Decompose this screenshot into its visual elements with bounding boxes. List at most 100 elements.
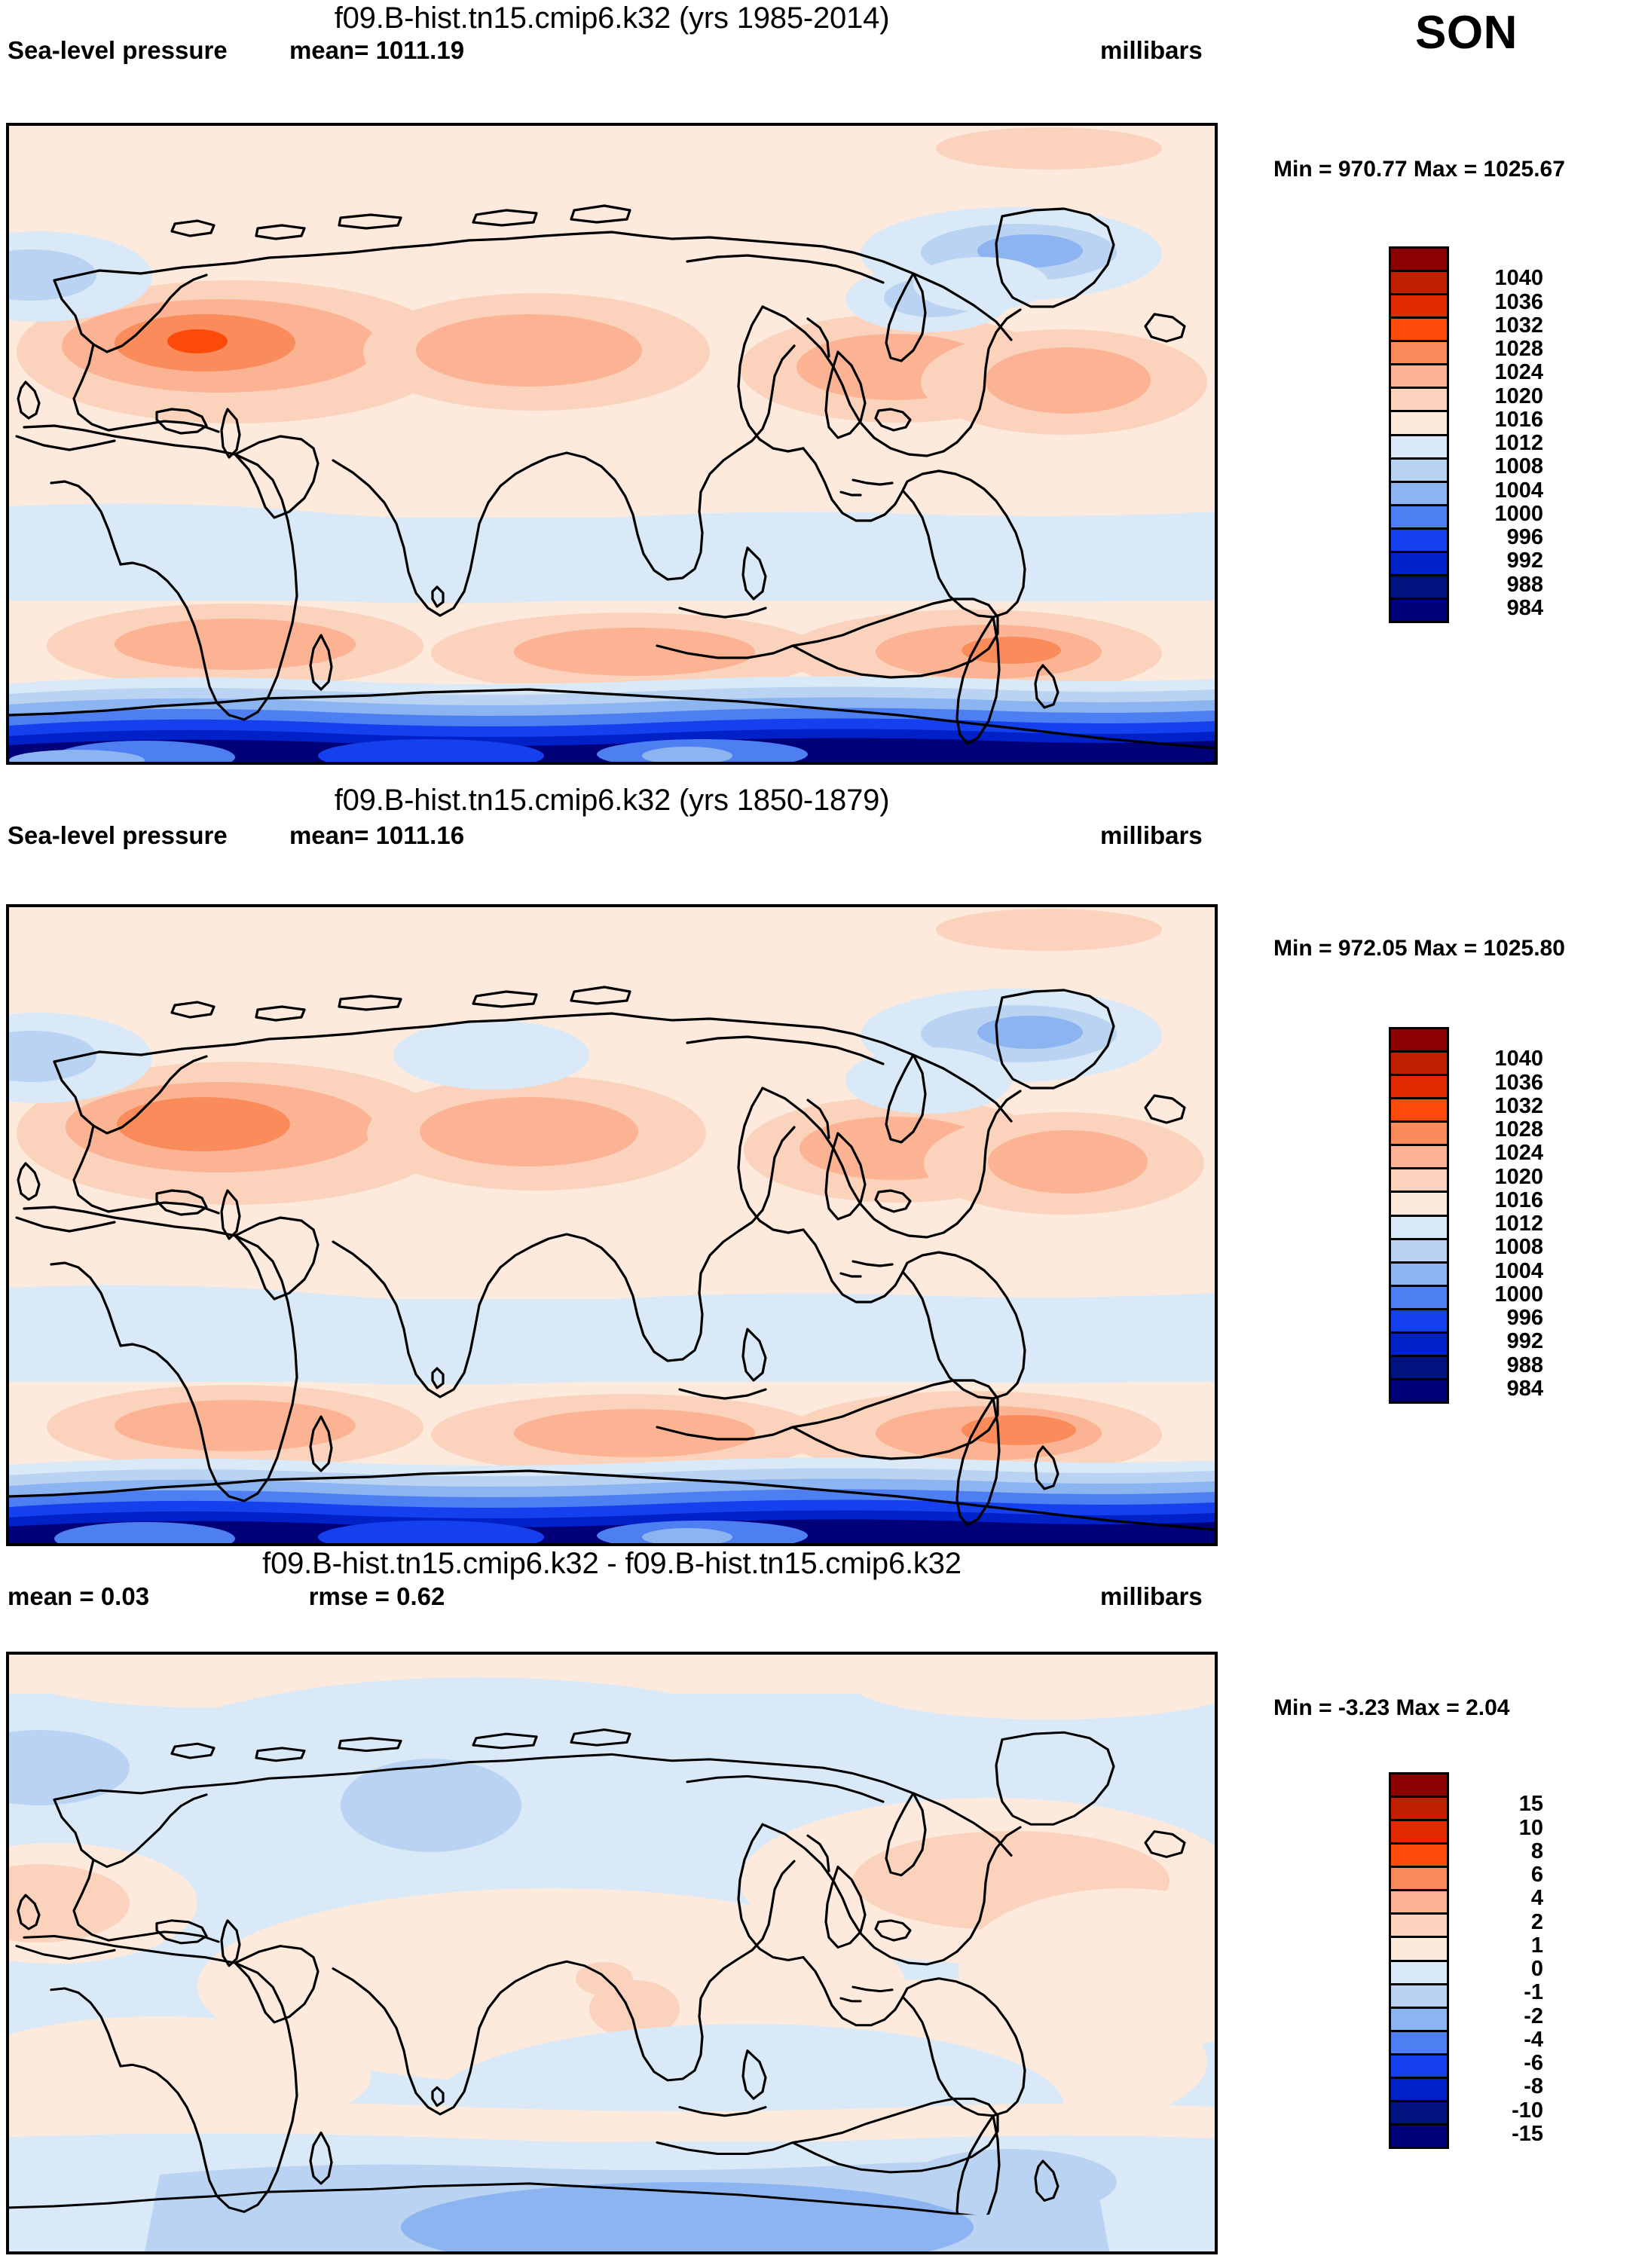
panel-1-colorbar-tick-1024: 1024 [1494, 360, 1543, 385]
panel-1-colorbar-tick-1016: 1016 [1494, 407, 1543, 432]
panel-2-colorbar-swatch-14 [1391, 1356, 1447, 1380]
panel-2-colorbar-swatch-8 [1391, 1216, 1447, 1240]
panel-1-colorbar-tick-1028: 1028 [1494, 337, 1543, 361]
panel-1-colorbar-tick-996: 996 [1506, 525, 1543, 549]
panel-3-colorbar-tick--6: -6 [1524, 2051, 1543, 2075]
panel-1-units-label: millibars [1100, 36, 1203, 64]
panel-2-map-svg [9, 907, 1215, 1543]
panel-2-units-label: millibars [1100, 821, 1203, 849]
panel-1-colorbar-swatch-14 [1391, 576, 1447, 600]
panel-3-colorbar-tick-8: 8 [1530, 1839, 1543, 1863]
panel-1-colorbar-tick-1036: 1036 [1494, 289, 1543, 314]
panel-2-colorbar-tick-1004: 1004 [1494, 1258, 1543, 1283]
panel-1-mean-label: mean= 1011.19 [289, 36, 465, 64]
panel-2-colorbar-tick-988: 988 [1506, 1353, 1543, 1377]
panel-2-colorbar-tick-992: 992 [1506, 1329, 1543, 1354]
panel-3-colorbar-swatch-13 [1391, 2078, 1447, 2102]
panel-2-colorbar-tick-996: 996 [1506, 1306, 1543, 1330]
panel-3-colorbar-tick-0: 0 [1530, 1957, 1543, 1981]
panel-2-variable-label: Sea-level pressure [8, 821, 228, 849]
panel-1-colorbar-swatch-2 [1391, 295, 1447, 319]
panel-1-colorbar-tick-1032: 1032 [1494, 313, 1543, 338]
panel-1-colorbar-tick-1004: 1004 [1494, 478, 1543, 503]
panel-2-colorbar-tick-1020: 1020 [1494, 1164, 1543, 1189]
panel-1-colorbar-tick-1040: 1040 [1494, 266, 1543, 291]
panel-3-colorbar-swatch-0 [1391, 1774, 1447, 1799]
panel-1-colorbar-swatch-4 [1391, 342, 1447, 366]
panel-2-colorbar-swatch-1 [1391, 1053, 1447, 1077]
panel-2-colorbar-swatch-6 [1391, 1169, 1447, 1194]
season-label: SON [1415, 7, 1518, 59]
panel-2-colorbar-swatch-10 [1391, 1263, 1447, 1287]
panel-2-colorbar-tick-1000: 1000 [1494, 1282, 1543, 1307]
panel-2-colorbar-swatch-13 [1391, 1333, 1447, 1357]
panel-2-colorbar [1389, 1027, 1449, 1404]
panel-1-colorbar [1389, 246, 1449, 623]
panel-3-colorbar-tick--1: -1 [1524, 1980, 1543, 2005]
panel-2-colorbar-swatch-5 [1391, 1146, 1447, 1170]
panel-3-colorbar-tick-4: 4 [1530, 1886, 1543, 1911]
panel-2-colorbar-tick-1016: 1016 [1494, 1187, 1543, 1212]
panel-3-colorbar-tick--10: -10 [1512, 2098, 1543, 2123]
panel-2-colorbar-swatch-11 [1391, 1286, 1447, 1310]
panel-1-map [6, 123, 1218, 765]
panel-1-minmax: Min = 970.77 Max = 1025.67 [1273, 157, 1565, 182]
panel-3-colorbar-tick-6: 6 [1530, 1863, 1543, 1887]
panel-1-colorbar-swatch-0 [1391, 249, 1447, 273]
panel-3-colorbar-swatch-8 [1391, 1961, 1447, 1985]
panel-2-colorbar-swatch-7 [1391, 1193, 1447, 1217]
panel-2-colorbar-swatch-0 [1391, 1029, 1447, 1053]
panel-3-units-label: millibars [1100, 1582, 1203, 1610]
panel-1-colorbar-tick-988: 988 [1506, 572, 1543, 597]
panel-1-colorbar-tick-1020: 1020 [1494, 384, 1543, 408]
panel-2-colorbar-swatch-4 [1391, 1123, 1447, 1147]
panel-1-colorbar-swatch-3 [1391, 319, 1447, 343]
panel-2-title: f09.B-hist.tn15.cmip6.k32 (yrs 1850-1879… [334, 784, 890, 817]
panel-1-map-svg [9, 126, 1215, 762]
panel-3-colorbar-swatch-2 [1391, 1821, 1447, 1845]
panel-3-colorbar [1389, 1772, 1449, 2149]
panel-1-colorbar-swatch-13 [1391, 552, 1447, 576]
panel-1-colorbar-swatch-6 [1391, 389, 1447, 413]
panel-3-colorbar-tick--4: -4 [1524, 2027, 1543, 2052]
panel-2-colorbar-swatch-12 [1391, 1310, 1447, 1334]
panel-3-rmse-label: rmse = 0.62 [308, 1582, 445, 1610]
panel-3-colorbar-swatch-6 [1391, 1915, 1447, 1939]
panel-2-colorbar-tick-1012: 1012 [1494, 1212, 1543, 1236]
panel-2-map [6, 904, 1218, 1546]
panel-2-colorbar-tick-984: 984 [1506, 1376, 1543, 1401]
panel-3-colorbar-tick--8: -8 [1524, 2074, 1543, 2099]
panel-3-title: f09.B-hist.tn15.cmip6.k32 - f09.B-hist.t… [262, 1547, 962, 1580]
panel-1-title: f09.B-hist.tn15.cmip6.k32 (yrs 1985-2014… [334, 2, 890, 35]
panel-2-colorbar-tick-1008: 1008 [1494, 1235, 1543, 1260]
panel-1-colorbar-tick-984: 984 [1506, 595, 1543, 620]
panel-3-colorbar-swatch-1 [1391, 1798, 1447, 1822]
panel-3-mean-label: mean = 0.03 [8, 1582, 150, 1610]
panel-1-colorbar-swatch-1 [1391, 272, 1447, 296]
panel-2-colorbar-swatch-3 [1391, 1099, 1447, 1123]
panel-1-colorbar-swatch-8 [1391, 436, 1447, 460]
panel-3-colorbar-tick-2: 2 [1530, 1909, 1543, 1934]
panel-3-colorbar-swatch-14 [1391, 2101, 1447, 2126]
panel-3-map-svg [9, 1655, 1215, 2251]
panel-3-colorbar-swatch-5 [1391, 1891, 1447, 1915]
panel-2-colorbar-swatch-2 [1391, 1076, 1447, 1100]
panel-1-colorbar-tick-1008: 1008 [1494, 454, 1543, 479]
panel-1-variable-label: Sea-level pressure [8, 36, 228, 64]
panel-3-colorbar-swatch-3 [1391, 1845, 1447, 1869]
panel-1-colorbar-tick-1000: 1000 [1494, 501, 1543, 526]
panel-3-map [6, 1652, 1218, 2254]
panel-3-colorbar-swatch-11 [1391, 2031, 1447, 2056]
panel-2-minmax: Min = 972.05 Max = 1025.80 [1273, 936, 1565, 961]
panel-2-colorbar-tick-1036: 1036 [1494, 1070, 1543, 1095]
panel-3-colorbar-tick--2: -2 [1524, 2004, 1543, 2028]
panel-2-colorbar-tick-1024: 1024 [1494, 1141, 1543, 1166]
panel-3-colorbar-tick-15: 15 [1518, 1792, 1543, 1817]
panel-3-colorbar-swatch-12 [1391, 2055, 1447, 2079]
panel-1-colorbar-swatch-9 [1391, 459, 1447, 483]
panel-3-colorbar-swatch-7 [1391, 1938, 1447, 1962]
panel-1-colorbar-swatch-15 [1391, 599, 1447, 621]
panel-1-colorbar-tick-992: 992 [1506, 549, 1543, 573]
panel-2-colorbar-swatch-15 [1391, 1380, 1447, 1401]
panel-1-colorbar-swatch-5 [1391, 365, 1447, 390]
